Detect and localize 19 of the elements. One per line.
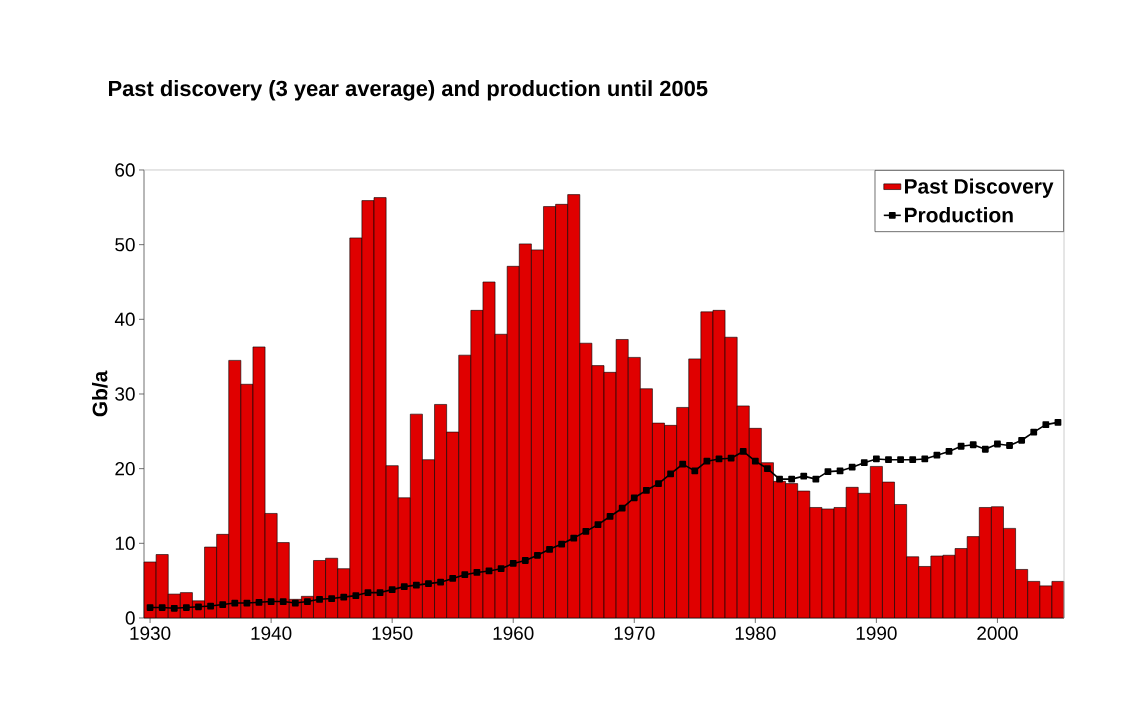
x-tick-label: 1960 bbox=[493, 626, 534, 640]
y-tick-label: 0 bbox=[125, 611, 135, 625]
x-tick-label: 1980 bbox=[735, 626, 776, 640]
y-tick-label: 40 bbox=[114, 312, 135, 327]
x-tick-label: 1940 bbox=[251, 626, 292, 640]
x-tick-label: 1930 bbox=[130, 626, 171, 640]
y-tick-label: 20 bbox=[115, 461, 135, 476]
y-tick-label: 50 bbox=[115, 237, 135, 252]
y-tick-label: 60 bbox=[115, 163, 135, 177]
x-tick-label: 2000 bbox=[977, 626, 1018, 640]
chart-title: Past discovery (3 year average) and production until 2005 bbox=[109, 80, 708, 101]
y-tick-label: 30 bbox=[115, 387, 135, 401]
x-tick-label: 1990 bbox=[856, 626, 897, 640]
legend-label: Past Discovery bbox=[905, 178, 1054, 198]
y-axis-title: Gb/a bbox=[92, 370, 108, 417]
legend-label: Production bbox=[905, 207, 1013, 223]
x-tick-label: 1950 bbox=[372, 626, 413, 640]
x-tick-label: 1970 bbox=[614, 626, 655, 640]
y-tick-label: 10 bbox=[115, 536, 135, 551]
